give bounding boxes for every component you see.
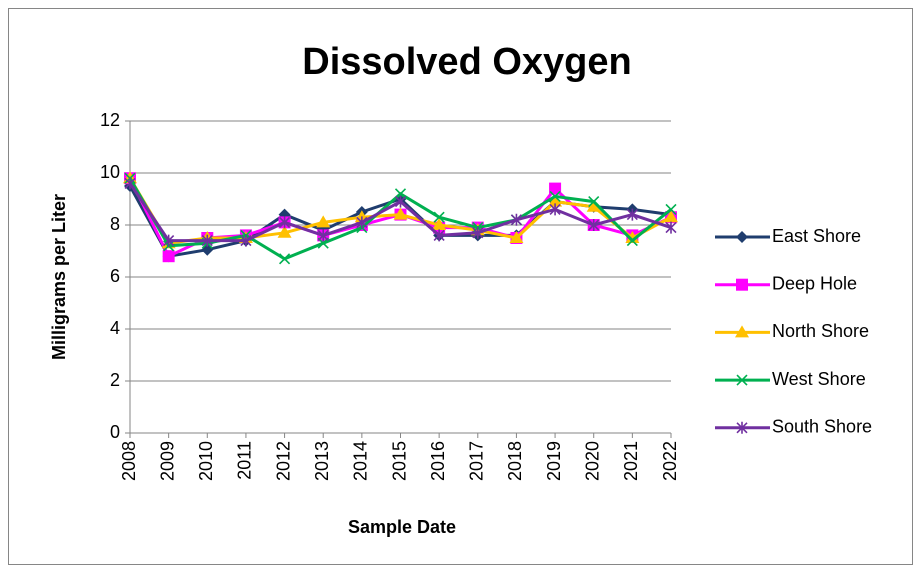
x-tick-label: 2012 [273, 441, 293, 481]
marker [317, 229, 329, 242]
legend-label: Deep Hole [772, 273, 857, 293]
marker [736, 231, 748, 243]
x-tick-label: 2017 [467, 441, 487, 481]
marker [588, 196, 600, 208]
marker [736, 374, 748, 386]
x-tick-label: 2016 [428, 441, 448, 481]
x-tick-label: 2020 [582, 441, 602, 481]
marker [586, 199, 601, 212]
marker [162, 250, 175, 263]
marker [240, 234, 252, 247]
marker [625, 231, 640, 243]
marker [163, 234, 175, 247]
marker [735, 325, 749, 338]
marker [665, 203, 677, 215]
marker [736, 421, 748, 434]
marker [433, 211, 445, 223]
marker [472, 226, 484, 239]
x-tick-label: 2011 [235, 441, 255, 480]
marker [588, 219, 600, 231]
x-tick-label: 2013 [312, 441, 332, 481]
y-tick-label: 0 [110, 422, 120, 442]
marker [626, 235, 638, 247]
x-tick-label: 2021 [621, 441, 641, 481]
x-tick-label: 2015 [389, 441, 409, 481]
y-axis-label: Milligrams per Liter [49, 194, 69, 360]
x-tick-label: 2009 [157, 441, 177, 481]
marker [277, 225, 292, 238]
marker [356, 216, 368, 229]
y-tick-label: 12 [100, 110, 120, 130]
marker [549, 182, 562, 195]
x-tick-label: 2014 [351, 441, 371, 481]
marker [316, 215, 331, 228]
y-tick-label: 2 [110, 370, 120, 390]
legend-label: South Shore [772, 417, 872, 437]
legend-label: West Shore [772, 369, 866, 389]
marker [548, 194, 563, 207]
y-tick-label: 4 [110, 318, 120, 338]
y-tick-label: 10 [100, 162, 120, 182]
x-tick-label: 2022 [660, 441, 680, 481]
x-tick-label: 2019 [544, 441, 564, 481]
marker [549, 203, 561, 216]
marker [626, 208, 638, 221]
marker [432, 218, 447, 230]
x-tick-label: 2010 [196, 441, 216, 481]
marker [393, 207, 408, 220]
legend-label: North Shore [772, 321, 869, 341]
marker [394, 188, 407, 200]
marker [433, 229, 445, 242]
x-axis-label: Sample Date [348, 517, 456, 537]
marker [664, 210, 678, 223]
marker [124, 177, 136, 190]
chart-title: Dissolved Oxygen [302, 41, 631, 83]
marker [736, 278, 748, 291]
y-tick-label: 8 [110, 214, 120, 234]
marker [201, 234, 213, 247]
marker [549, 190, 561, 202]
marker [317, 237, 329, 249]
x-tick-label: 2018 [505, 441, 525, 481]
legend-label: East Shore [772, 226, 861, 246]
marker [394, 195, 407, 208]
marker [509, 231, 524, 243]
marker [279, 216, 291, 229]
x-tick-label: 2008 [119, 441, 139, 481]
y-tick-label: 6 [110, 266, 120, 286]
chart-frame [8, 8, 913, 565]
marker [279, 253, 291, 265]
marker [665, 221, 677, 234]
marker [510, 213, 522, 226]
